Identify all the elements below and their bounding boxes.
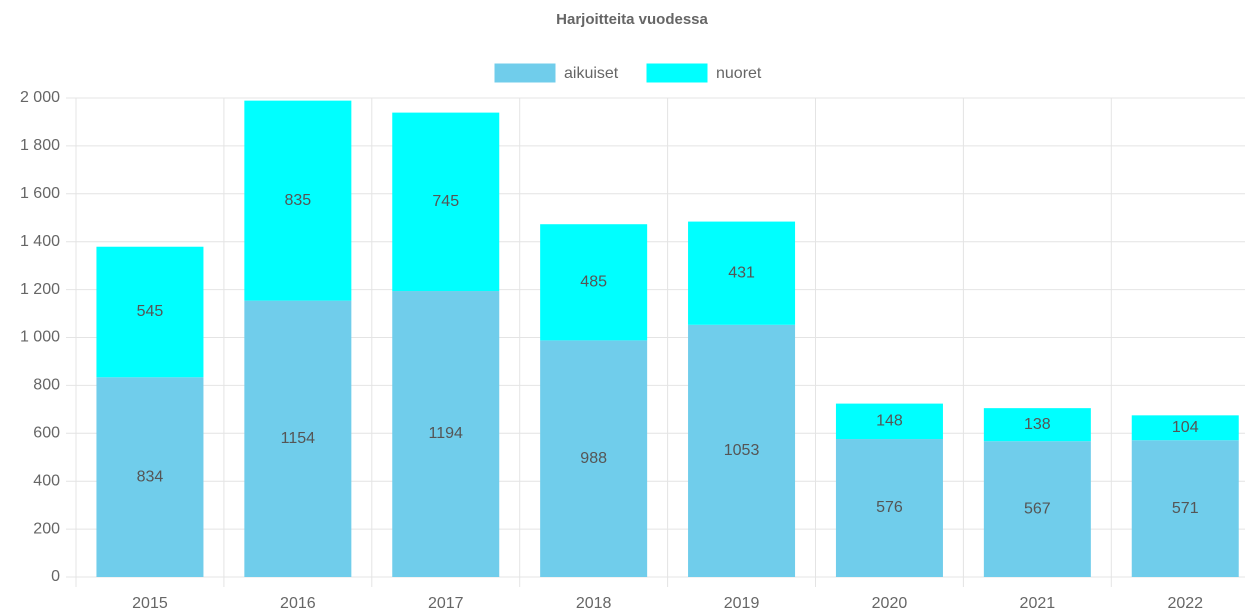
x-tick-label: 2018 <box>576 595 612 612</box>
bar-segment <box>1131 415 1239 441</box>
x-tick-label: 2015 <box>132 595 168 612</box>
data-label: 1053 <box>724 442 760 459</box>
data-label: 1194 <box>429 425 464 442</box>
bar-segment <box>96 377 204 577</box>
data-label: 104 <box>1172 419 1199 436</box>
y-tick-label: 800 <box>33 377 60 394</box>
data-label: 745 <box>432 193 459 210</box>
y-tick-label: 200 <box>33 520 60 537</box>
data-label: 834 <box>137 468 164 485</box>
y-tick-label: 2 000 <box>20 89 60 106</box>
data-label: 485 <box>580 274 607 291</box>
data-label: 576 <box>876 499 903 516</box>
y-tick-label: 1 800 <box>20 137 60 154</box>
y-tick-label: 400 <box>33 472 60 489</box>
data-label: 431 <box>728 264 755 281</box>
bar-segment <box>688 324 796 577</box>
data-label: 545 <box>137 303 164 320</box>
y-tick-label: 0 <box>51 568 60 585</box>
bar-segment <box>835 439 943 577</box>
y-tick-label: 1 200 <box>20 281 60 298</box>
y-tick-label: 1 000 <box>20 329 60 346</box>
legend-swatch <box>493 62 557 84</box>
data-label: 988 <box>580 450 607 467</box>
data-label: 1154 <box>281 430 316 447</box>
y-tick-label: 1 600 <box>20 185 60 202</box>
x-tick-label: 2016 <box>280 595 316 612</box>
bar-segment <box>688 221 796 325</box>
chart-title: Harjoitteita vuodessa <box>556 11 708 28</box>
bar-segment <box>540 224 648 341</box>
bar-segment <box>96 246 204 378</box>
data-label: 571 <box>1172 500 1199 517</box>
legend-swatch <box>645 62 709 84</box>
legend-label: aikuiset <box>564 65 619 82</box>
bar-segment <box>392 112 500 292</box>
x-tick-label: 2022 <box>1167 595 1203 612</box>
x-tick-label: 2021 <box>1020 595 1056 612</box>
data-label: 138 <box>1024 416 1051 433</box>
y-tick-label: 1 400 <box>20 233 60 250</box>
bar-segment <box>540 340 648 577</box>
bar-segment <box>244 100 352 301</box>
data-label: 148 <box>876 413 903 430</box>
bar-segment <box>244 300 352 577</box>
y-tick-label: 600 <box>33 425 60 442</box>
bar-segment <box>835 403 943 440</box>
x-tick-label: 2020 <box>872 595 908 612</box>
x-tick-label: 2019 <box>724 595 760 612</box>
bar-segment <box>983 441 1091 577</box>
bar-segment <box>983 408 1091 442</box>
data-label: 567 <box>1024 500 1051 517</box>
data-label: 835 <box>284 192 311 209</box>
bar-segment <box>1131 440 1239 577</box>
legend-label: nuoret <box>716 65 762 82</box>
bar-segment <box>392 291 500 577</box>
x-tick-label: 2017 <box>428 595 464 612</box>
